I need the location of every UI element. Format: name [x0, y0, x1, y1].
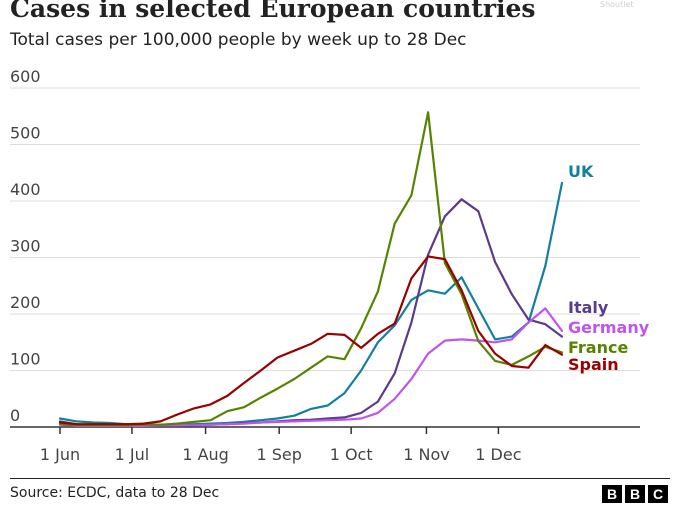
bbc-logo: B B C — [602, 485, 668, 503]
chart-title: Cases in selected European countries — [10, 0, 536, 23]
y-tick-label: 400 — [10, 180, 41, 199]
x-tick-label: 1 Dec — [475, 445, 521, 464]
line-chart: 0 100 200 300 400 500 600 1 Jun 1 Jul 1 Aug 1 Sep 1… — [10, 67, 650, 464]
footer-divider — [10, 478, 670, 479]
chart-subtitle: Total cases per 100,000 people by week u… — [10, 30, 467, 50]
y-tick-label: 0 — [10, 406, 20, 425]
x-tick-label: 1 Jun — [40, 445, 80, 464]
series-line-uk — [58, 181, 564, 426]
series-label-germany: Germany — [568, 318, 650, 337]
series-label-italy: Italy — [568, 298, 609, 317]
bbc-logo-letter: B — [602, 485, 622, 503]
x-tick-label: 1 Jul — [115, 445, 150, 464]
series-line-italy — [58, 198, 564, 427]
x-tick-label: 1 Nov — [403, 445, 450, 464]
series-label-spain: Spain — [568, 355, 619, 374]
y-tick-label: 500 — [10, 124, 41, 143]
bbc-logo-letter: C — [648, 485, 668, 503]
x-tick-label: 1 Sep — [256, 445, 301, 464]
watermark: Shoutlet — [600, 0, 634, 9]
y-tick-label: 200 — [10, 293, 41, 312]
x-tick-label: 1 Aug — [182, 445, 229, 464]
source-note: Source: ECDC, data to 28 Dec — [10, 485, 220, 501]
x-tick-label: 1 Oct — [330, 445, 373, 464]
bbc-logo-letter: B — [625, 485, 645, 503]
series-line-france — [58, 111, 564, 427]
y-tick-label: 100 — [10, 350, 41, 369]
series-line-spain — [58, 255, 564, 426]
series-label-france: France — [568, 338, 628, 357]
series-label-uk: UK — [568, 162, 594, 181]
y-tick-label: 300 — [10, 237, 41, 256]
y-tick-label: 600 — [10, 67, 41, 86]
